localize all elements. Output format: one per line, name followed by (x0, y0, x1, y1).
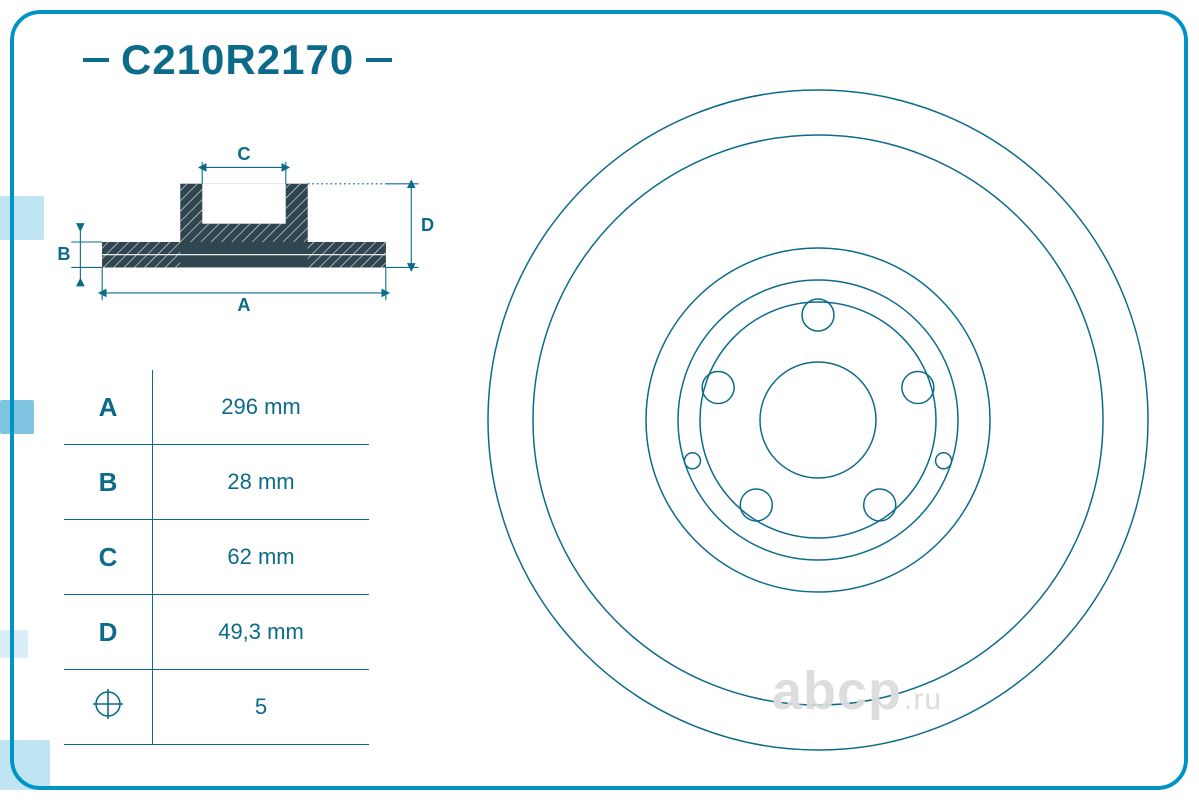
part-number-title: C210R2170 (121, 36, 354, 84)
dim-label: C (64, 520, 153, 595)
dim-label: D (64, 595, 153, 670)
watermark-main: abcp (772, 660, 902, 722)
bolt-pattern-icon (93, 689, 123, 719)
dim-label-c: C (237, 144, 250, 164)
hole-count-icon-cell (64, 670, 153, 745)
watermark: abcp .ru (772, 660, 942, 722)
title-dash-right (366, 58, 392, 62)
dim-label-b: B (57, 244, 70, 264)
table-row: C 62 mm (64, 520, 369, 595)
title-row: C210R2170 (83, 36, 392, 84)
table-row: D 49,3 mm (64, 595, 369, 670)
dim-label: A (64, 370, 153, 445)
dim-value: 49,3 mm (153, 595, 370, 670)
dim-value: 62 mm (153, 520, 370, 595)
title-dash-left (83, 58, 109, 62)
dim-value: 28 mm (153, 445, 370, 520)
dim-label-a: A (237, 295, 250, 315)
table-row: A 296 mm (64, 370, 369, 445)
dim-value: 296 mm (153, 370, 370, 445)
hole-count-value: 5 (153, 670, 370, 745)
cross-section-diagram: A C B D (44, 122, 444, 322)
dim-label: B (64, 445, 153, 520)
dimensions-table: A 296 mm B 28 mm C 62 mm D 49,3 mm 5 (64, 370, 369, 745)
table-row: B 28 mm (64, 445, 369, 520)
dim-label-d: D (421, 215, 434, 235)
watermark-suffix: .ru (904, 683, 942, 717)
table-row: 5 (64, 670, 369, 745)
